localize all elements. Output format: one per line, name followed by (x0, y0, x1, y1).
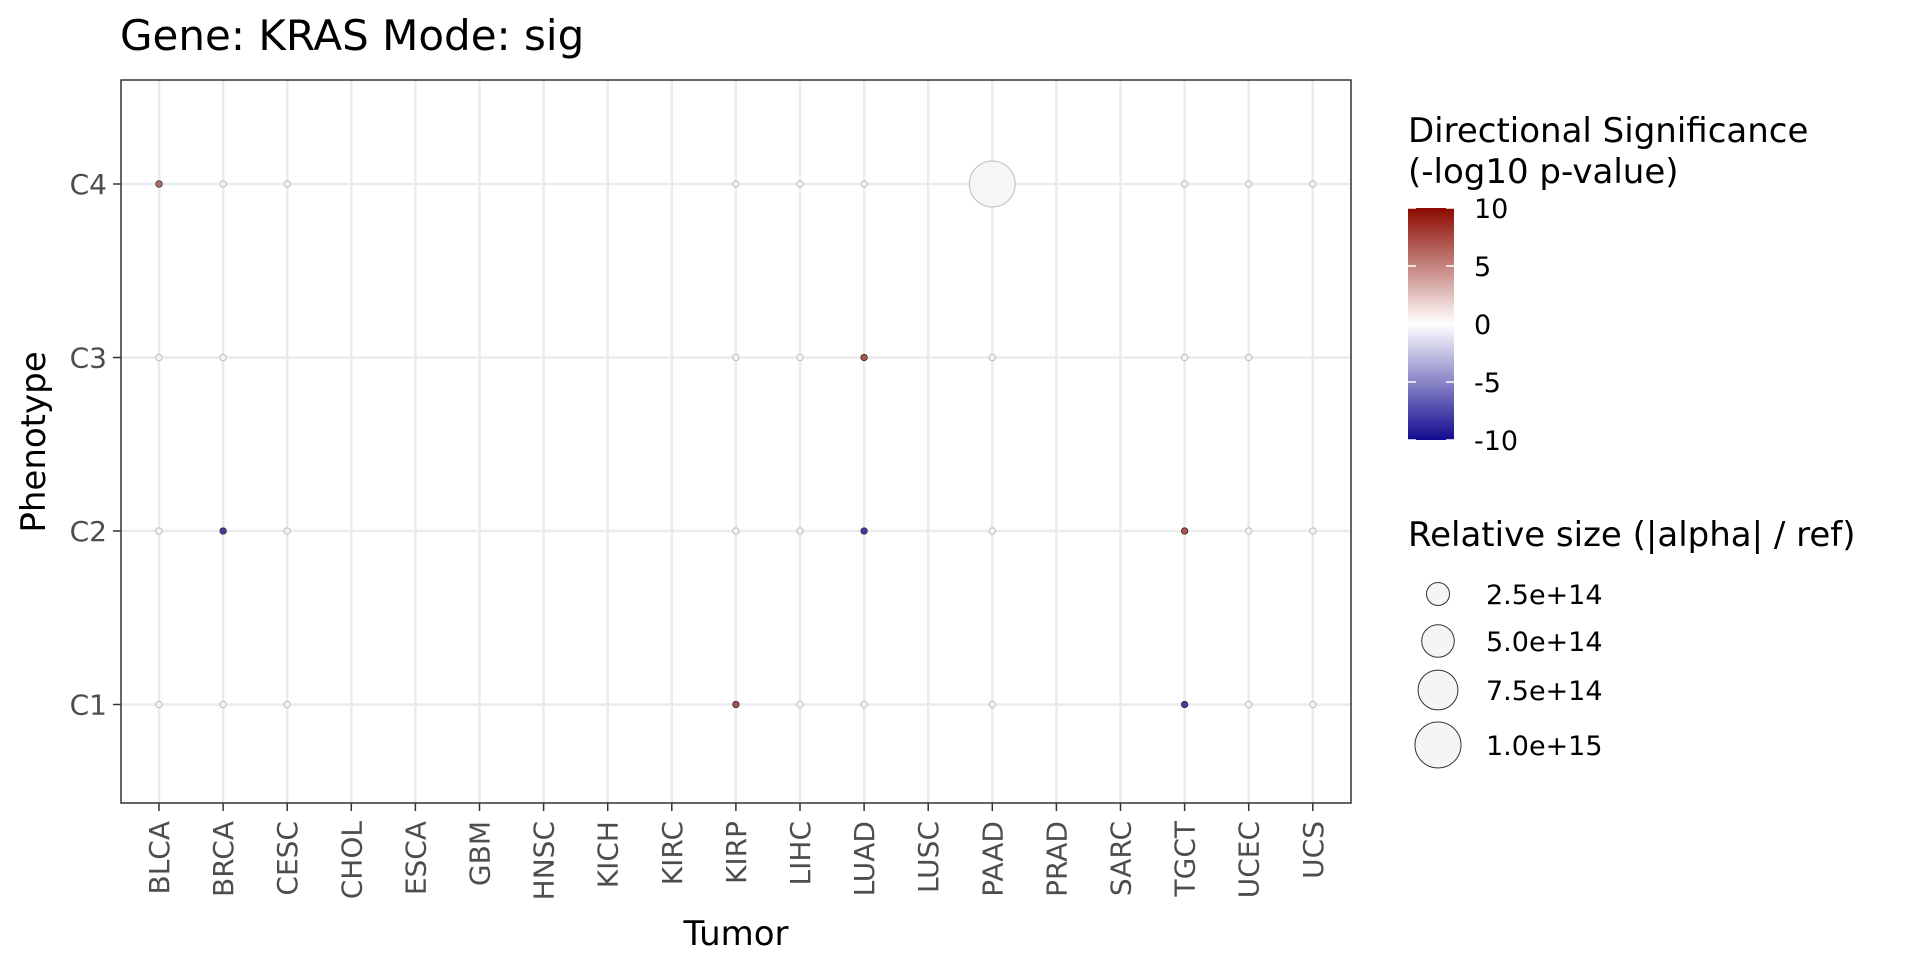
point-kirp-c3 (732, 353, 740, 362)
data-points (155, 160, 1317, 709)
x-tick-label-brca: BRCA (207, 821, 240, 897)
x-tick-label-ucec: UCEC (1233, 821, 1266, 898)
y-axis-title: Phenotype (14, 351, 54, 532)
point-kirp-c4 (732, 180, 740, 188)
size-legend-circle-2 (1417, 669, 1459, 711)
x-tick-label-kirp: KIRP (720, 821, 753, 884)
color-legend-label-4: -10 (1474, 426, 1518, 457)
x-tick-label-prad: PRAD (1040, 821, 1073, 897)
color-legend-label-2: 0 (1474, 310, 1491, 341)
size-legend-label-2: 7.5e+14 (1486, 676, 1603, 707)
y-axis: C1 C2 C3 C4 (70, 168, 121, 722)
point-brca-c2 (219, 527, 227, 535)
point-luad-c4 (860, 180, 868, 188)
size-legend-circle-1 (1421, 624, 1455, 658)
point-ucs-c2 (1309, 527, 1317, 535)
point-brca-c1 (219, 700, 227, 709)
size-legend: Relative size (|alpha| / ref) 2.5e+14 5.0… (1408, 515, 1856, 769)
y-tick-label-c1: C1 (70, 689, 107, 722)
color-legend-label-1: 5 (1474, 252, 1491, 283)
x-axis: BLCA BRCA CESC CHOL ESCA GBM HNSC KICH KIRC KIRP L… (143, 803, 1330, 900)
point-lihc-c1 (796, 700, 804, 709)
y-tick-label-c4: C4 (70, 168, 107, 201)
x-tick-label-sarc: SARC (1105, 821, 1138, 896)
point-paad-c3 (988, 353, 996, 362)
size-legend-title: Relative size (|alpha| / ref) (1408, 515, 1856, 555)
size-legend-label-3: 1.0e+15 (1486, 731, 1603, 762)
x-tick-label-esca: ESCA (399, 821, 432, 895)
x-tick-label-kirc: KIRC (656, 821, 689, 885)
x-axis-title: Tumor (682, 914, 788, 954)
x-tick-label-cesc: CESC (271, 821, 304, 896)
point-ucec-c3 (1245, 353, 1253, 362)
point-ucs-c4 (1309, 180, 1317, 188)
point-lihc-c3 (796, 353, 804, 362)
point-tgct-c1 (1180, 700, 1189, 709)
x-tick-label-gbm: GBM (464, 821, 497, 886)
x-tick-label-lusc: LUSC (912, 821, 945, 893)
point-ucec-c2 (1245, 527, 1253, 535)
point-blca-c3 (155, 353, 163, 362)
y-tick-label-c2: C2 (70, 515, 107, 548)
x-tick-label-blca: BLCA (143, 821, 176, 895)
point-blca-c4 (155, 180, 163, 188)
x-tick-label-chol: CHOL (335, 821, 368, 900)
point-luad-c2 (860, 527, 868, 535)
chart-title: Gene: KRAS Mode: sig (120, 11, 584, 60)
size-legend-label-0: 2.5e+14 (1486, 580, 1603, 611)
point-brca-c3 (219, 353, 227, 362)
point-paad-c2 (988, 527, 996, 535)
point-kirp-c2 (732, 527, 740, 535)
point-ucec-c1 (1245, 700, 1253, 709)
point-luad-c1 (860, 700, 868, 709)
color-legend-label-3: -5 (1474, 368, 1501, 399)
point-lihc-c4 (796, 180, 804, 188)
x-tick-label-tgct: TGCT (1169, 820, 1202, 897)
point-cesc-c1 (283, 700, 291, 709)
x-tick-label-luad: LUAD (848, 821, 881, 896)
x-tick-label-lihc: LIHC (784, 821, 817, 885)
x-tick-label-paad: PAAD (976, 821, 1009, 897)
point-luad-c3 (860, 353, 868, 362)
point-blca-c1 (155, 700, 163, 709)
x-tick-label-kich: KICH (592, 821, 625, 888)
color-legend-label-0: 10 (1474, 194, 1508, 225)
point-tgct-c2 (1180, 527, 1189, 535)
color-legend-title-line-2: (-log10 p-value) (1408, 152, 1679, 192)
point-ucec-c4 (1245, 180, 1253, 188)
point-blca-c2 (155, 527, 163, 535)
point-paad-c4 (968, 160, 1016, 208)
color-legend-title-line-1: Directional Significance (1408, 111, 1808, 151)
color-legend: Directional Significance (-log10 p-value… (1408, 111, 1808, 457)
x-tick-label-ucs: UCS (1297, 821, 1330, 879)
point-lihc-c2 (796, 527, 804, 535)
size-legend-label-1: 5.0e+14 (1486, 627, 1603, 658)
point-cesc-c2 (283, 527, 291, 535)
size-legend-circle-3 (1414, 721, 1462, 769)
x-tick-label-hnsc: HNSC (528, 821, 561, 900)
size-legend-circle-0 (1426, 582, 1450, 606)
point-cesc-c4 (283, 180, 291, 188)
point-tgct-c3 (1180, 353, 1189, 362)
y-tick-label-c3: C3 (70, 342, 107, 375)
point-tgct-c4 (1180, 180, 1189, 188)
grid (121, 80, 1351, 803)
point-ucs-c1 (1309, 700, 1317, 709)
point-paad-c1 (988, 700, 996, 709)
point-kirp-c1 (732, 700, 740, 709)
point-brca-c4 (219, 180, 227, 188)
